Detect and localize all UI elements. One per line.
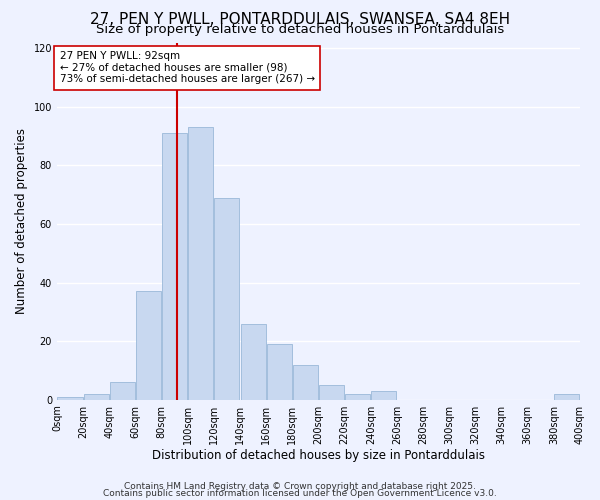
Bar bbox=[293, 364, 318, 400]
Bar bbox=[554, 394, 580, 400]
Text: Contains HM Land Registry data © Crown copyright and database right 2025.: Contains HM Land Registry data © Crown c… bbox=[124, 482, 476, 491]
Bar bbox=[83, 394, 109, 400]
Text: Size of property relative to detached houses in Pontarddulais: Size of property relative to detached ho… bbox=[96, 22, 504, 36]
Text: 27, PEN Y PWLL, PONTARDDULAIS, SWANSEA, SA4 8EH: 27, PEN Y PWLL, PONTARDDULAIS, SWANSEA, … bbox=[90, 12, 510, 28]
Bar bbox=[162, 134, 187, 400]
Bar bbox=[345, 394, 370, 400]
Bar bbox=[188, 128, 214, 400]
Bar bbox=[319, 385, 344, 400]
Y-axis label: Number of detached properties: Number of detached properties bbox=[15, 128, 28, 314]
Bar bbox=[110, 382, 135, 400]
Bar bbox=[371, 391, 397, 400]
Text: Contains public sector information licensed under the Open Government Licence v3: Contains public sector information licen… bbox=[103, 490, 497, 498]
Bar bbox=[58, 397, 83, 400]
Bar bbox=[241, 324, 266, 400]
Bar bbox=[214, 198, 239, 400]
Text: 27 PEN Y PWLL: 92sqm
← 27% of detached houses are smaller (98)
73% of semi-detac: 27 PEN Y PWLL: 92sqm ← 27% of detached h… bbox=[59, 52, 314, 84]
X-axis label: Distribution of detached houses by size in Pontarddulais: Distribution of detached houses by size … bbox=[152, 450, 485, 462]
Bar bbox=[136, 292, 161, 400]
Bar bbox=[266, 344, 292, 400]
